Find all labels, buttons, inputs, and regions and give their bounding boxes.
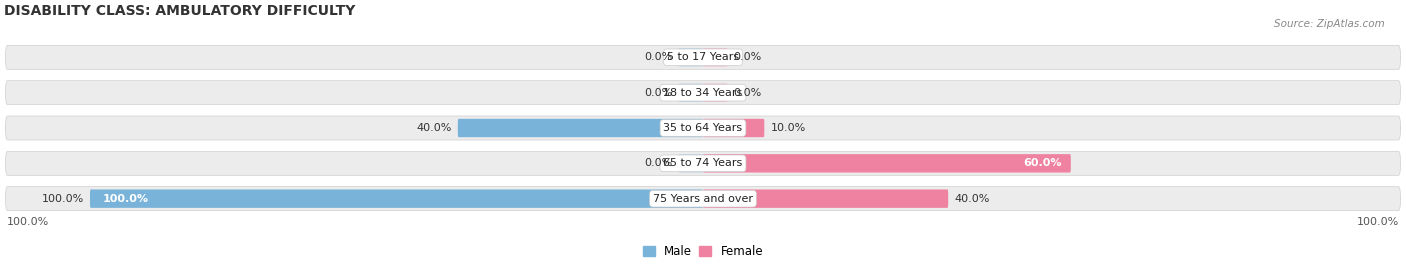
Text: 75 Years and over: 75 Years and over: [652, 194, 754, 204]
Text: 0.0%: 0.0%: [644, 158, 672, 168]
Text: 40.0%: 40.0%: [416, 123, 451, 133]
Text: 10.0%: 10.0%: [770, 123, 806, 133]
Text: 100.0%: 100.0%: [7, 217, 49, 227]
Text: DISABILITY CLASS: AMBULATORY DIFFICULTY: DISABILITY CLASS: AMBULATORY DIFFICULTY: [4, 4, 356, 18]
Legend: Male, Female: Male, Female: [638, 240, 768, 262]
FancyBboxPatch shape: [6, 187, 1400, 211]
Text: 65 to 74 Years: 65 to 74 Years: [664, 158, 742, 168]
Text: 35 to 64 Years: 35 to 64 Years: [664, 123, 742, 133]
Text: 18 to 34 Years: 18 to 34 Years: [664, 88, 742, 98]
FancyBboxPatch shape: [703, 48, 727, 66]
FancyBboxPatch shape: [6, 116, 1400, 140]
Text: Source: ZipAtlas.com: Source: ZipAtlas.com: [1274, 19, 1385, 29]
FancyBboxPatch shape: [6, 81, 1400, 105]
Text: 5 to 17 Years: 5 to 17 Years: [666, 52, 740, 62]
Text: 100.0%: 100.0%: [103, 194, 148, 204]
Text: 40.0%: 40.0%: [955, 194, 990, 204]
FancyBboxPatch shape: [458, 119, 703, 137]
FancyBboxPatch shape: [90, 189, 703, 208]
Text: 0.0%: 0.0%: [644, 52, 672, 62]
Text: 100.0%: 100.0%: [42, 194, 84, 204]
Text: 0.0%: 0.0%: [734, 88, 762, 98]
FancyBboxPatch shape: [703, 83, 727, 102]
FancyBboxPatch shape: [6, 45, 1400, 69]
FancyBboxPatch shape: [679, 154, 703, 172]
FancyBboxPatch shape: [703, 154, 1071, 172]
FancyBboxPatch shape: [6, 151, 1400, 175]
Text: 0.0%: 0.0%: [644, 88, 672, 98]
Text: 100.0%: 100.0%: [1357, 217, 1399, 227]
Text: 60.0%: 60.0%: [1024, 158, 1062, 168]
FancyBboxPatch shape: [703, 119, 765, 137]
FancyBboxPatch shape: [679, 48, 703, 66]
FancyBboxPatch shape: [679, 83, 703, 102]
FancyBboxPatch shape: [703, 189, 948, 208]
Text: 0.0%: 0.0%: [734, 52, 762, 62]
